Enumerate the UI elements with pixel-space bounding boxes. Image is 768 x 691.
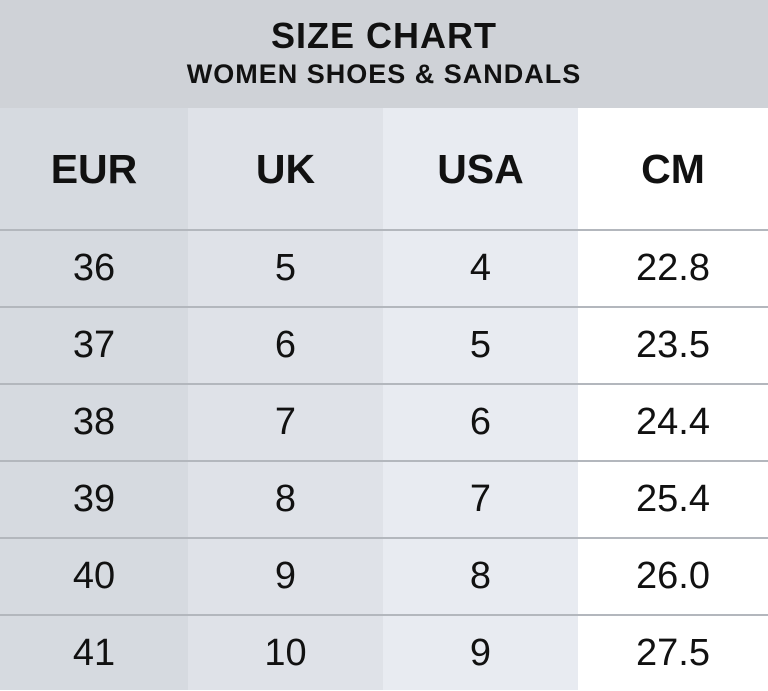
column-header-usa: USA <box>437 146 524 192</box>
table-row: 41 10 9 27.5 <box>0 615 768 691</box>
cell-usa: 9 <box>469 632 492 674</box>
cell-usa: 7 <box>469 478 492 520</box>
cell-cm: 26.0 <box>636 555 710 597</box>
cell-eur: 38 <box>72 401 116 443</box>
chart-subtitle: WOMEN SHOES & SANDALS <box>186 59 582 89</box>
table-header-row: EUR UK USA CM <box>0 108 768 230</box>
row-divider <box>0 383 768 385</box>
cell-uk: 7 <box>274 401 297 443</box>
chart-header: SIZE CHART WOMEN SHOES & SANDALS <box>0 0 768 108</box>
row-divider <box>0 537 768 539</box>
usa-column-background <box>383 108 578 690</box>
cell-eur: 37 <box>72 324 116 366</box>
column-header-eur: EUR <box>50 146 138 192</box>
uk-column-background <box>188 108 383 690</box>
table-row: 39 8 7 25.4 <box>0 461 768 537</box>
cell-uk: 5 <box>274 247 297 289</box>
table-row: 36 5 4 22.8 <box>0 230 768 306</box>
cell-cm: 22.8 <box>636 247 710 289</box>
cell-uk: 9 <box>274 555 297 597</box>
table-row: 38 7 6 24.4 <box>0 384 768 460</box>
cell-eur: 40 <box>72 555 116 597</box>
cell-usa: 8 <box>469 555 492 597</box>
chart-title: SIZE CHART <box>271 15 497 56</box>
cell-usa: 5 <box>469 324 492 366</box>
cell-eur: 41 <box>72 632 116 674</box>
row-divider <box>0 229 768 231</box>
row-divider <box>0 306 768 308</box>
cell-cm: 27.5 <box>636 632 710 674</box>
cell-cm: 24.4 <box>636 401 710 443</box>
row-divider <box>0 614 768 616</box>
table-row: 40 9 8 26.0 <box>0 538 768 614</box>
row-divider <box>0 460 768 462</box>
cell-usa: 6 <box>469 401 492 443</box>
cell-uk: 6 <box>274 324 297 366</box>
eur-column-background <box>0 108 188 690</box>
cell-eur: 36 <box>72 247 116 289</box>
column-header-uk: UK <box>255 146 316 192</box>
cell-uk: 10 <box>264 632 307 674</box>
cell-uk: 8 <box>274 478 297 520</box>
cell-usa: 4 <box>469 247 492 289</box>
cm-column-background <box>578 108 768 690</box>
table-row: 37 6 5 23.5 <box>0 307 768 383</box>
cell-cm: 25.4 <box>636 478 710 520</box>
cell-cm: 23.5 <box>636 324 710 366</box>
column-header-cm: CM <box>641 146 705 192</box>
cell-eur: 39 <box>72 478 116 520</box>
